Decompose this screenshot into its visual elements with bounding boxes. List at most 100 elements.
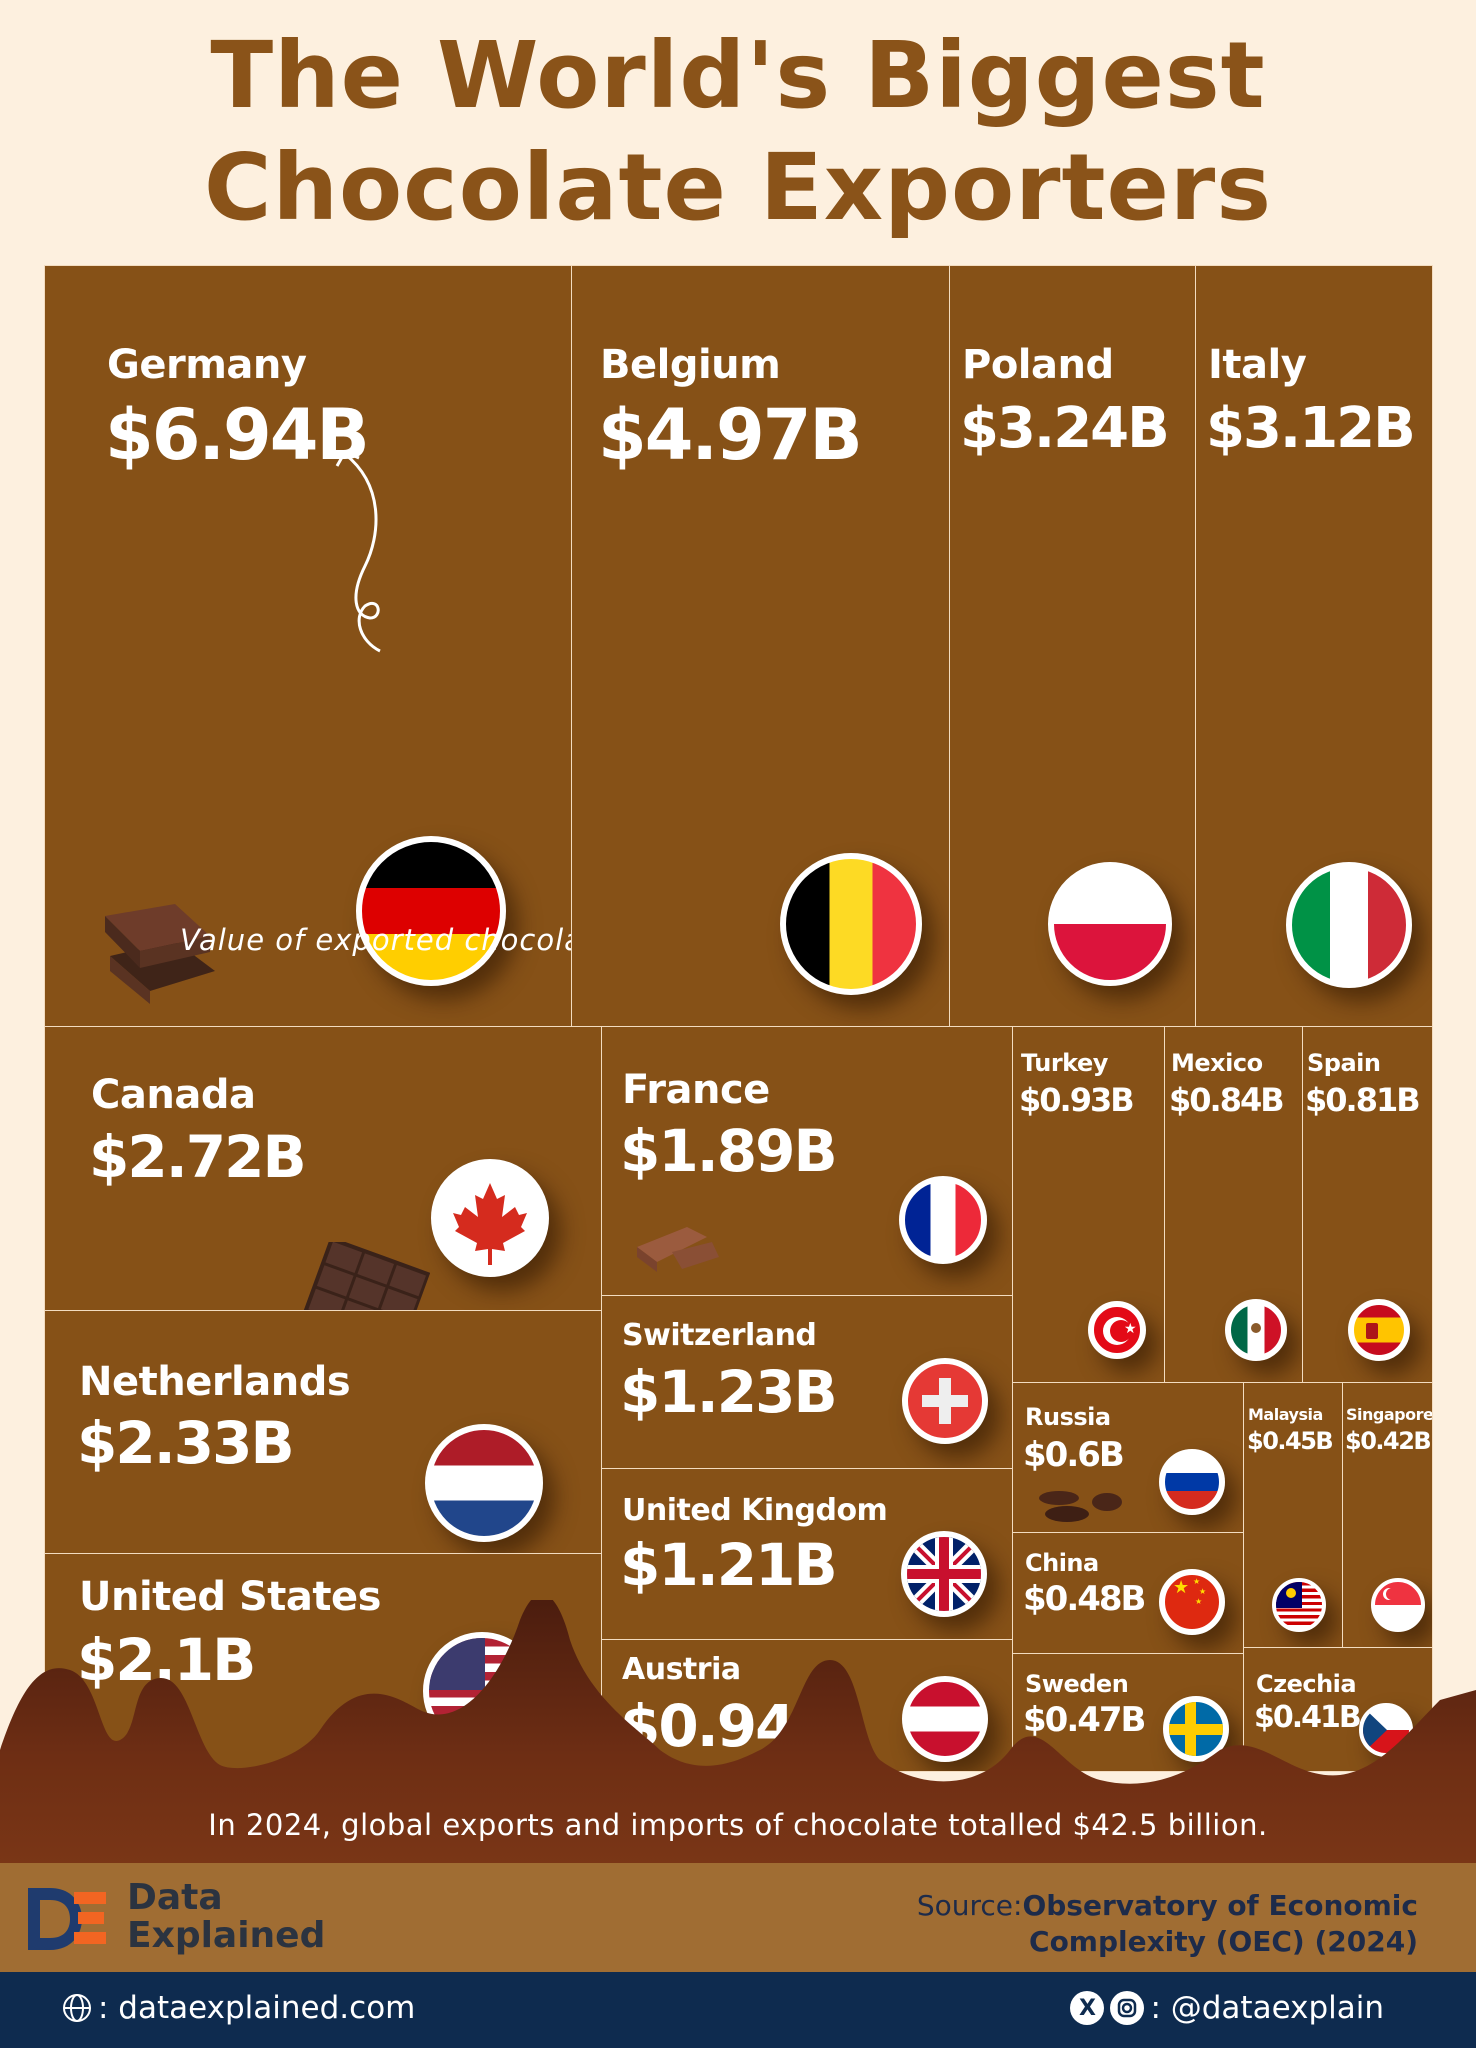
total-note: In 2024, global exports and imports of c… <box>208 1808 1268 1842</box>
flag-germany-icon <box>356 836 506 986</box>
cell-turkey: Turkey $0.93B ★ <box>1012 1026 1165 1383</box>
country-value: $4.97B <box>598 394 863 476</box>
country-value: $3.24B <box>960 396 1170 461</box>
cell-italy: Italy $3.12B <box>1195 265 1433 1027</box>
website-text: : dataexplained.com <box>98 1990 416 2026</box>
country-value: $2.33B <box>77 1409 295 1477</box>
footer-contact-band <box>0 1972 1476 2048</box>
flag-turkey-icon: ★ <box>1088 1301 1146 1359</box>
cell-czechia: Czechia $0.41B <box>1243 1647 1433 1772</box>
cell-mexico: Mexico $0.84B <box>1164 1026 1303 1383</box>
cell-sweden: Sweden $0.47B <box>1012 1653 1244 1772</box>
social-handle-text: : @dataexplain <box>1150 1990 1384 2026</box>
flag-united-kingdom-icon <box>901 1531 987 1617</box>
flag-belgium-icon <box>780 853 922 995</box>
cell-austria: Austria $0.94B <box>601 1639 1013 1772</box>
cell-germany: Germany $6.94B <box>44 265 572 1027</box>
country-name: Sweden <box>1025 1670 1129 1698</box>
country-value: $6.94B <box>105 394 370 476</box>
flag-singapore-icon <box>1371 1578 1425 1632</box>
flag-spain-icon <box>1348 1299 1410 1361</box>
country-name: Germany <box>107 342 307 388</box>
flag-austria-icon <box>902 1676 988 1762</box>
country-value: $0.42B <box>1345 1427 1432 1455</box>
flag-russia-icon <box>1159 1449 1225 1515</box>
cell-netherlands: Netherlands $2.33B <box>44 1310 602 1554</box>
cell-spain: Spain $0.81B <box>1302 1026 1433 1383</box>
flag-france-icon <box>899 1176 987 1264</box>
flag-czechia-icon <box>1359 1703 1413 1757</box>
website-link[interactable]: : dataexplained.com <box>62 1990 415 2026</box>
brand-logo-text: Data Explained <box>127 1879 325 1955</box>
source-line2: Complexity (OEC) (2024) <box>1029 1925 1418 1958</box>
x-twitter-icon: X <box>1070 1991 1105 2025</box>
footer-brand-band <box>0 1863 1476 1973</box>
chart-title-line2: Chocolate Exporters <box>203 134 1273 241</box>
chocolate-bar-icon <box>303 1242 430 1310</box>
cell-poland: Poland $3.24B <box>949 265 1196 1027</box>
flag-poland-icon <box>1048 862 1172 986</box>
chocolate-pieces-icon <box>637 1227 719 1272</box>
cell-canada: Canada $2.72B <box>44 1026 602 1311</box>
country-name: Russia <box>1025 1403 1111 1431</box>
country-name: Netherlands <box>79 1359 351 1405</box>
country-value: $0.41B <box>1254 1700 1362 1735</box>
flag-malaysia-icon <box>1272 1578 1326 1632</box>
country-value: $1.89B <box>620 1117 838 1185</box>
cell-singapore: Singapore $0.42B <box>1342 1382 1433 1648</box>
source-citation: Source:Observatory of Economic Complexit… <box>917 1888 1418 1960</box>
flag-china-icon: ★ ★ ★ ★ <box>1159 1569 1225 1635</box>
country-name: Italy <box>1208 342 1307 388</box>
flag-canada-icon <box>431 1159 549 1277</box>
country-name: Belgium <box>600 342 781 388</box>
cell-france: France $1.89B <box>601 1026 1013 1296</box>
country-value: $0.94B <box>620 1692 838 1760</box>
country-name: China <box>1025 1549 1099 1577</box>
country-name: United Kingdom <box>622 1493 888 1528</box>
globe-icon <box>63 1994 91 2022</box>
country-name: France <box>622 1067 770 1113</box>
flag-united-states-icon <box>423 1632 541 1750</box>
data-explained-logo-icon <box>28 1888 106 1950</box>
annotation-label: Value of exported chocolate <box>180 923 615 957</box>
country-value: $0.93B <box>1019 1081 1135 1119</box>
cell-russia: Russia $0.6B <box>1012 1382 1244 1533</box>
cell-malaysia: Malaysia $0.45B <box>1243 1382 1343 1648</box>
country-name: Turkey <box>1021 1049 1108 1077</box>
country-value: $0.81B <box>1305 1081 1421 1119</box>
cell-switzerland: Switzerland $1.23B <box>601 1295 1013 1469</box>
country-name: Switzerland <box>622 1318 817 1353</box>
country-value: $0.48B <box>1023 1579 1146 1619</box>
instagram-icon <box>1110 1991 1145 2025</box>
source-label: Source: <box>916 1889 1023 1922</box>
cocoa-beans-icon <box>1039 1491 1122 1522</box>
country-value: $0.6B <box>1023 1435 1125 1475</box>
country-name: Mexico <box>1171 1049 1263 1077</box>
country-name: Malaysia <box>1248 1405 1323 1424</box>
curly-arrow-icon <box>335 450 381 653</box>
flag-sweden-icon <box>1163 1696 1229 1762</box>
flag-switzerland-icon <box>902 1358 988 1444</box>
cell-united-kingdom: United Kingdom $1.21B <box>601 1468 1013 1640</box>
country-name: Czechia <box>1256 1670 1357 1698</box>
country-value: $0.45B <box>1247 1427 1334 1455</box>
treemap: Germany $6.94B Value of exported chocola… <box>44 265 1433 1772</box>
country-name: Poland <box>962 342 1114 388</box>
country-name: United States <box>79 1574 381 1620</box>
brand-line1: Data <box>127 1877 223 1918</box>
country-value: $2.1B <box>77 1626 256 1694</box>
cell-china: China $0.48B ★ ★ ★ ★ <box>1012 1532 1244 1654</box>
chart-title-line1: The World's Biggest <box>210 22 1266 129</box>
country-value: $0.84B <box>1169 1081 1285 1119</box>
flag-mexico-icon <box>1225 1299 1287 1361</box>
country-value: $1.23B <box>620 1358 838 1426</box>
country-value: $2.72B <box>89 1123 307 1191</box>
country-value: $1.21B <box>620 1531 838 1599</box>
country-value: $0.47B <box>1023 1700 1146 1740</box>
flag-italy-icon <box>1286 862 1412 988</box>
flag-netherlands-icon <box>425 1424 543 1542</box>
country-name: Austria <box>622 1652 741 1687</box>
country-name: Singapore <box>1346 1405 1433 1424</box>
brand-line2: Explained <box>127 1915 326 1956</box>
social-handle-link[interactable]: X : @dataexplain <box>1070 1990 1384 2026</box>
